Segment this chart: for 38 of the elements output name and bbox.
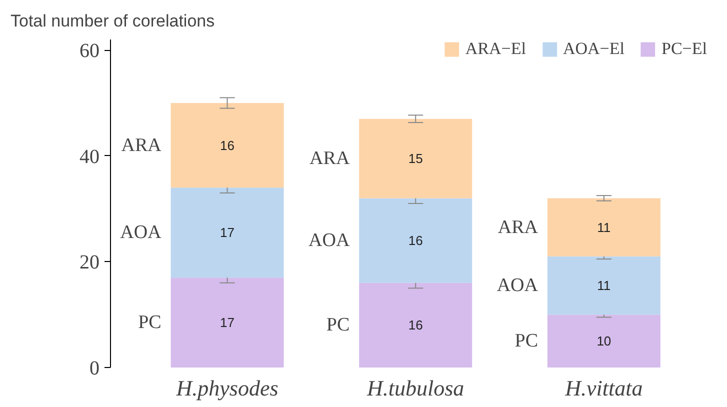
legend-label: PC−El (662, 39, 707, 59)
bar (170, 188, 284, 278)
bar (170, 102, 284, 188)
data-label: 10 (596, 334, 612, 349)
bar (359, 282, 472, 368)
legend-label: AOA−El (562, 39, 624, 59)
bar (170, 278, 284, 368)
y-tick-label: 40 (80, 146, 100, 168)
bar (547, 256, 660, 315)
data-label: 17 (220, 225, 234, 240)
legend-label: ARA−El (465, 39, 526, 59)
annotation: AOA (496, 275, 538, 296)
data-label: 17 (220, 315, 234, 330)
y-tick-label: 60 (80, 40, 100, 62)
bar (547, 314, 660, 368)
x-tick-label: H.physodes (175, 376, 278, 400)
data-label: 11 (597, 278, 611, 293)
annotation: ARA (498, 216, 538, 238)
data-label: 16 (408, 318, 423, 333)
y-tick-label: 0 (90, 358, 100, 380)
bar (359, 198, 472, 283)
annotation: AOA (308, 230, 350, 252)
bar (359, 118, 472, 198)
annotation: ARA (121, 134, 162, 156)
annotation: PC (138, 312, 162, 334)
data-label: 15 (408, 151, 423, 166)
y-axis-title: Total number of corelations (10, 12, 215, 30)
data-label: 11 (597, 220, 611, 235)
data-label: 16 (408, 233, 423, 248)
x-tick-label: H.tubulosa (366, 376, 464, 400)
data-label: 16 (220, 138, 234, 153)
annotation: AOA (120, 222, 162, 244)
x-tick-label: H.vittata (564, 376, 643, 400)
bar (547, 198, 660, 256)
annotation: PC (514, 330, 538, 352)
annotation: PC (326, 314, 350, 336)
y-tick-label: 20 (80, 252, 100, 274)
annotation: ARA (310, 148, 350, 170)
